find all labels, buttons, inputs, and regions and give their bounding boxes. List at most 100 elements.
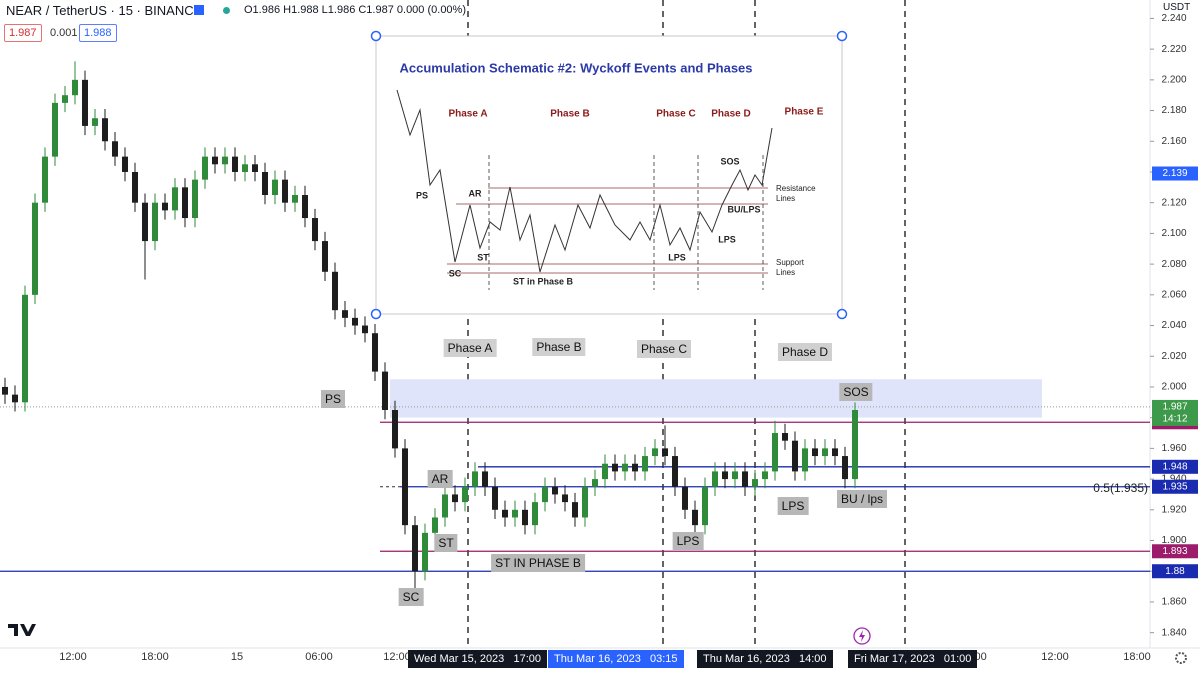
inset-event: BU/LPS — [727, 204, 760, 214]
annotation: Phase C — [636, 340, 692, 358]
price-tag-label: 1.948 — [1162, 461, 1187, 472]
handles — [370, 30, 848, 320]
candle-body — [522, 509, 528, 526]
y-tick-label: 1.940 — [1161, 474, 1186, 485]
candle-body — [2, 386, 8, 395]
logo — [8, 624, 36, 636]
candle-body — [442, 494, 448, 518]
inset-event: AR — [469, 188, 482, 198]
support-note: Support Lines — [776, 258, 805, 277]
candle-body — [12, 394, 18, 403]
candle-body — [112, 141, 118, 157]
y-tick-label: 2.240 — [1161, 13, 1186, 24]
candle-body — [82, 79, 88, 126]
candle-body — [732, 471, 738, 480]
inset-phase: Phase D — [711, 109, 750, 120]
x-tick-label: 12:00 — [59, 651, 87, 663]
candle-body — [782, 433, 788, 441]
candle-body — [752, 479, 758, 487]
candle-body — [222, 156, 228, 165]
candle-body — [292, 195, 298, 203]
candle-body — [102, 118, 108, 142]
annotation: Phase A — [443, 339, 497, 357]
candle-body — [62, 95, 68, 103]
annotation: AR — [427, 470, 453, 488]
candle-body — [202, 156, 208, 180]
candle-body — [802, 448, 808, 472]
x-tick-label: 15 — [230, 651, 244, 663]
inset-image: Accumulation Schematic #2: Wyckoff Event… — [370, 30, 848, 320]
inset-phase: Phase C — [656, 109, 695, 120]
crosshair-time: Thu Mar 16, 2023 14:00 — [697, 650, 833, 668]
candle-body — [562, 494, 568, 503]
x-tick-label: 12:00 — [1041, 651, 1069, 663]
y-tick-label: 2.160 — [1161, 136, 1186, 147]
flag-icon — [194, 5, 204, 15]
candle-body — [812, 448, 818, 457]
candle-body — [642, 456, 648, 472]
candle-body — [632, 463, 638, 472]
candle-body — [482, 471, 488, 487]
zone — [390, 379, 1042, 418]
schematic-path — [396, 89, 773, 273]
currency[interactable]: USDT — [1163, 2, 1191, 13]
candle-body — [402, 448, 408, 526]
candle-body — [572, 502, 578, 518]
candle-body — [392, 409, 398, 449]
candle-body — [832, 448, 838, 457]
inset-note: Support Lines — [776, 258, 805, 277]
crosshair-time: Thu Mar 16, 2023 03:15 — [548, 650, 684, 668]
price-tag — [1152, 459, 1198, 474]
inset-note: Resistance Lines — [776, 184, 816, 203]
spread: 0.001 — [50, 27, 78, 39]
annotation: ST IN PHASE B — [491, 554, 585, 572]
inset-phase: Phase E — [785, 107, 824, 118]
candle-body — [722, 471, 728, 480]
price-tag — [1152, 544, 1198, 559]
candle-body — [682, 486, 688, 510]
last-price-tag — [1152, 399, 1198, 426]
price-tag-label: 1.935 — [1162, 481, 1187, 492]
candle-body — [372, 333, 378, 372]
candle-body — [192, 179, 198, 219]
buy-price[interactable]: 1.988 — [79, 24, 117, 42]
y-tick-label: 2.020 — [1161, 351, 1186, 362]
candle-body — [242, 164, 248, 172]
candle-body — [762, 471, 768, 480]
candle-body — [852, 409, 858, 480]
inset-lines — [447, 187, 768, 274]
candle-body — [432, 517, 438, 533]
annotation: LPS — [777, 497, 809, 515]
candle-body — [472, 471, 478, 487]
x-tick-label: 06:00 — [305, 651, 333, 663]
y-tick-label: 2.120 — [1161, 197, 1186, 208]
symbol: NEAR / TetherUS · 15 · BINANCE — [6, 3, 203, 18]
y-tick-label: 1.900 — [1161, 535, 1186, 546]
price-tag — [1152, 479, 1198, 494]
candle-body — [412, 525, 418, 572]
settings-icon[interactable] — [1175, 652, 1187, 664]
candle-body — [742, 471, 748, 487]
annotation: LPS — [672, 532, 704, 550]
candle-body — [382, 371, 388, 410]
candle-body — [22, 294, 28, 403]
handle — [370, 308, 382, 320]
candle-body — [322, 241, 328, 272]
candle-body — [552, 486, 558, 495]
annotation: ST — [434, 534, 458, 552]
candle-body — [582, 486, 588, 518]
candle-body — [332, 271, 338, 311]
price-tag-label: 2.139 — [1162, 168, 1187, 179]
sell-price[interactable]: 1.987 — [4, 24, 42, 42]
last-price-label: 1.987 — [1162, 402, 1187, 413]
inset-event: PS — [416, 190, 428, 200]
candle-body — [652, 448, 658, 457]
inset-event: LPS — [718, 234, 736, 244]
y-tick-label: 2.220 — [1161, 44, 1186, 55]
candle-body — [342, 310, 348, 318]
alert-bolt — [859, 630, 865, 642]
inset-frame — [375, 35, 843, 315]
y-tick-label: 2.100 — [1161, 228, 1186, 239]
y-tick-label: 2.080 — [1161, 259, 1186, 270]
